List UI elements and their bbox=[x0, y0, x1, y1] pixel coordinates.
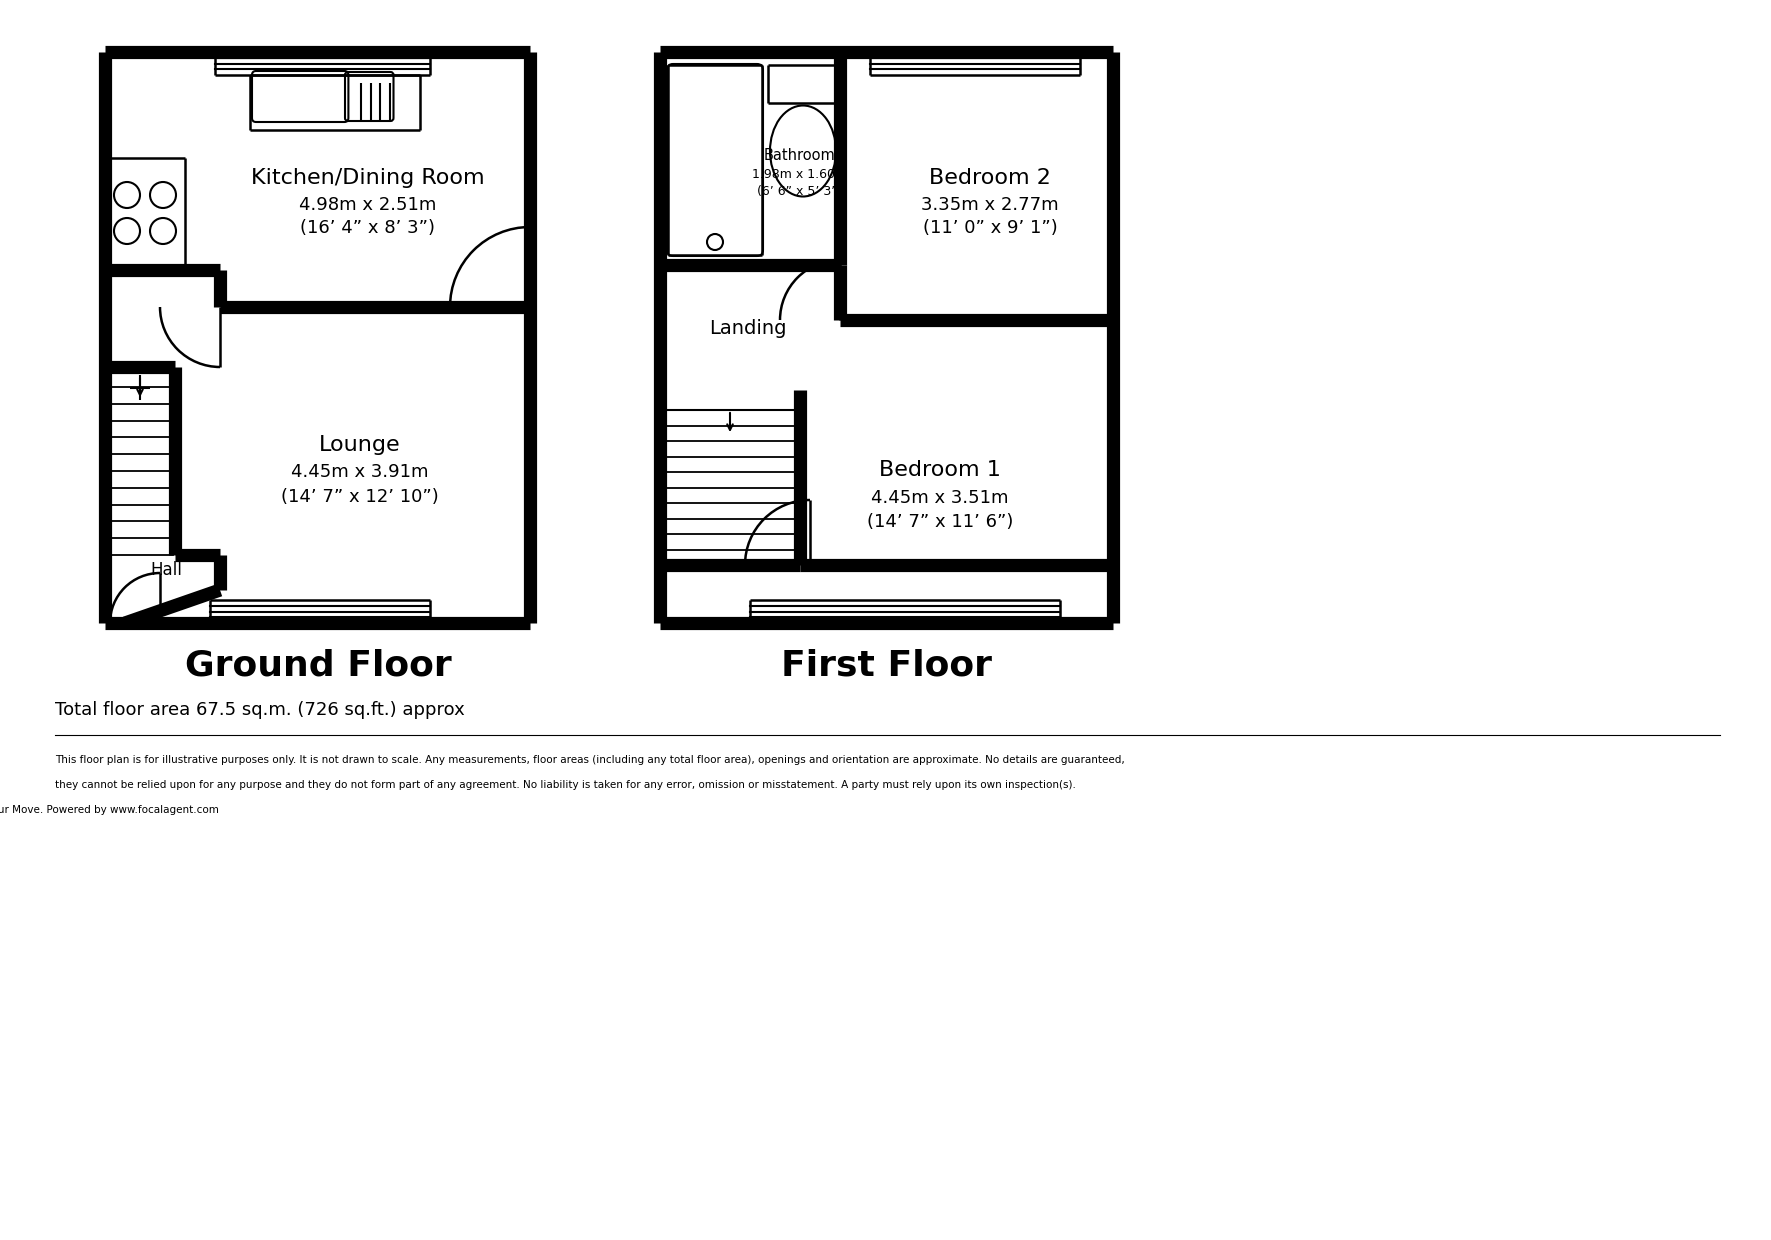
Text: Bedroom 1: Bedroom 1 bbox=[878, 460, 1001, 480]
Text: This floor plan is for illustrative purposes only. It is not drawn to scale. Any: This floor plan is for illustrative purp… bbox=[55, 755, 1125, 765]
Text: Total floor area 67.5 sq.m. (726 sq.ft.) approx: Total floor area 67.5 sq.m. (726 sq.ft.)… bbox=[55, 701, 464, 719]
Text: (6’ 6” x 5’ 3”): (6’ 6” x 5’ 3”) bbox=[758, 186, 843, 198]
Text: 4.45m x 3.91m: 4.45m x 3.91m bbox=[290, 463, 429, 481]
Text: Bathroom: Bathroom bbox=[763, 148, 836, 162]
Text: 4.98m x 2.51m: 4.98m x 2.51m bbox=[299, 196, 437, 215]
Text: Bedroom 2: Bedroom 2 bbox=[930, 167, 1050, 188]
Text: 4.45m x 3.51m: 4.45m x 3.51m bbox=[871, 489, 1009, 507]
Text: Kitchen/Dining Room: Kitchen/Dining Room bbox=[251, 167, 485, 188]
Text: (14’ 7” x 11’ 6”): (14’ 7” x 11’ 6”) bbox=[866, 513, 1013, 531]
Text: (16’ 4” x 8’ 3”): (16’ 4” x 8’ 3”) bbox=[301, 219, 436, 237]
Text: Ground Floor: Ground Floor bbox=[184, 649, 452, 682]
Text: Landing: Landing bbox=[708, 319, 786, 337]
Text: (11’ 0” x 9’ 1”): (11’ 0” x 9’ 1”) bbox=[923, 219, 1057, 237]
Text: Lounge: Lounge bbox=[319, 435, 400, 455]
Text: First Floor: First Floor bbox=[781, 649, 992, 682]
Text: (14’ 7” x 12’ 10”): (14’ 7” x 12’ 10”) bbox=[282, 489, 439, 506]
Text: Hall: Hall bbox=[151, 560, 182, 579]
Text: 3.35m x 2.77m: 3.35m x 2.77m bbox=[921, 196, 1059, 215]
Text: 1.98m x 1.60m: 1.98m x 1.60m bbox=[753, 169, 848, 181]
Text: Plan produced for Your Move. Powered by www.focalagent.com: Plan produced for Your Move. Powered by … bbox=[0, 805, 220, 815]
Text: they cannot be relied upon for any purpose and they do not form part of any agre: they cannot be relied upon for any purpo… bbox=[55, 780, 1075, 790]
